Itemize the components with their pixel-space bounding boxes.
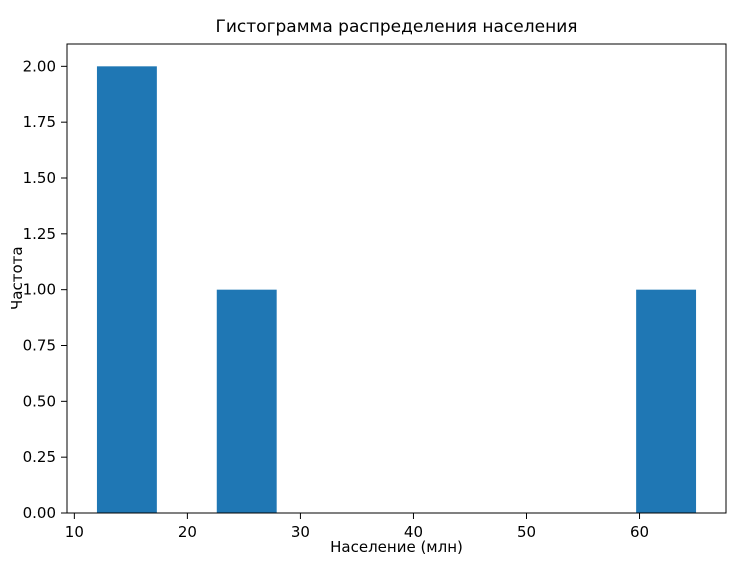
- x-tick-label: 40: [404, 523, 423, 541]
- histogram-bar: [96, 66, 157, 513]
- chart-title: Гистограмма распределения населения: [215, 17, 578, 37]
- y-tick-label: 2.00: [23, 57, 56, 75]
- histogram-bar: [636, 289, 697, 513]
- y-tick-label: 1.75: [23, 113, 56, 131]
- y-axis-label: Частота: [8, 246, 26, 311]
- x-axis-label: Население (млн): [330, 538, 463, 556]
- x-tick-label: 60: [630, 523, 649, 541]
- y-tick-label: 0.25: [23, 448, 56, 466]
- axes-frame: [66, 43, 727, 514]
- x-tick-label: 30: [291, 523, 310, 541]
- x-tick-label: 20: [178, 523, 197, 541]
- y-tick-label: 0.75: [23, 337, 56, 355]
- histogram-bar: [216, 289, 277, 513]
- x-tick-label: 10: [65, 523, 84, 541]
- y-tick-label: 1.25: [23, 225, 56, 243]
- y-tick-label: 1.00: [23, 281, 56, 299]
- y-tick-label: 1.50: [23, 169, 56, 187]
- y-tick-label: 0.50: [23, 392, 56, 410]
- y-tick-label: 0.00: [23, 504, 56, 522]
- x-tick-label: 50: [517, 523, 536, 541]
